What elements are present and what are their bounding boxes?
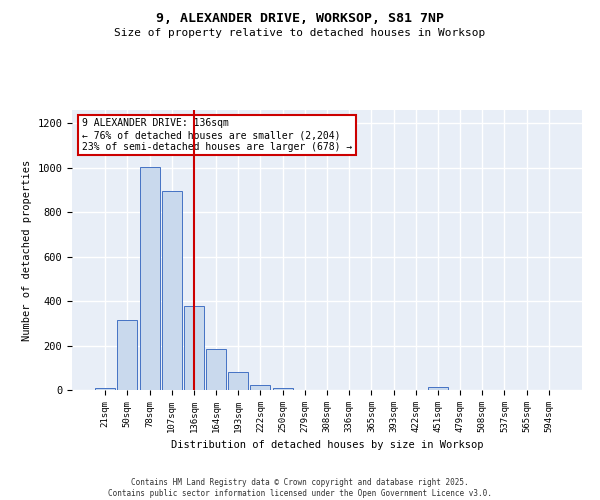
Bar	[228, 372, 248, 390]
Bar	[428, 386, 448, 390]
X-axis label: Distribution of detached houses by size in Worksop: Distribution of detached houses by size …	[171, 440, 483, 450]
Bar	[184, 306, 204, 390]
Bar	[95, 388, 115, 390]
Text: 9, ALEXANDER DRIVE, WORKSOP, S81 7NP: 9, ALEXANDER DRIVE, WORKSOP, S81 7NP	[156, 12, 444, 26]
Bar	[140, 166, 160, 390]
Y-axis label: Number of detached properties: Number of detached properties	[22, 160, 32, 340]
Text: Contains HM Land Registry data © Crown copyright and database right 2025.
Contai: Contains HM Land Registry data © Crown c…	[108, 478, 492, 498]
Bar	[162, 191, 182, 390]
Bar	[206, 350, 226, 390]
Bar	[250, 385, 271, 390]
Text: 9 ALEXANDER DRIVE: 136sqm
← 76% of detached houses are smaller (2,204)
23% of se: 9 ALEXANDER DRIVE: 136sqm ← 76% of detac…	[82, 118, 352, 152]
Bar	[272, 388, 293, 390]
Bar	[118, 320, 137, 390]
Text: Size of property relative to detached houses in Worksop: Size of property relative to detached ho…	[115, 28, 485, 38]
